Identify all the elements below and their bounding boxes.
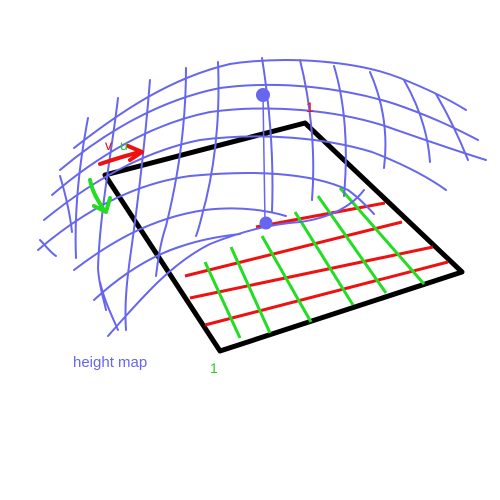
surface-line bbox=[435, 93, 469, 161]
u-arrow bbox=[98, 144, 144, 166]
u-line bbox=[184, 220, 403, 278]
surface-edge bbox=[107, 189, 365, 337]
surface-line bbox=[261, 57, 274, 213]
v-axis-label: u bbox=[120, 137, 128, 153]
v-line bbox=[293, 211, 355, 306]
surface-line bbox=[124, 79, 151, 331]
surface-line bbox=[93, 233, 241, 301]
surface-line bbox=[39, 239, 57, 257]
surface-line bbox=[43, 135, 447, 221]
u-line bbox=[189, 245, 434, 300]
u-line bbox=[204, 260, 449, 327]
u-unit-label: 1 bbox=[306, 99, 314, 115]
surface-line bbox=[59, 175, 73, 233]
surface-line bbox=[195, 61, 220, 237]
v-grid-lines bbox=[203, 187, 426, 339]
surface-line bbox=[59, 83, 479, 171]
surface-line bbox=[74, 117, 89, 259]
height-map-caption: height map bbox=[73, 354, 147, 371]
surface-line bbox=[155, 67, 187, 277]
height-line bbox=[262, 94, 266, 223]
u-line bbox=[255, 201, 386, 229]
domain-point bbox=[259, 216, 273, 230]
surface-line bbox=[299, 59, 315, 201]
u-axis-label: v bbox=[105, 137, 112, 153]
surface-line bbox=[37, 171, 375, 251]
v-unit-label: 1 bbox=[210, 360, 218, 376]
surface-line bbox=[97, 97, 119, 311]
v-line bbox=[338, 187, 426, 285]
v-line bbox=[203, 261, 242, 339]
surface-line bbox=[99, 281, 119, 331]
parameter-square bbox=[102, 120, 465, 354]
v-line bbox=[260, 235, 313, 323]
surface-point bbox=[256, 88, 270, 102]
v-arrow bbox=[88, 178, 112, 214]
u-grid-lines bbox=[184, 201, 449, 327]
surface-line bbox=[333, 65, 347, 197]
surface-line bbox=[369, 71, 387, 169]
height-map-surface bbox=[37, 57, 487, 337]
surface-line bbox=[403, 79, 431, 163]
surface-line bbox=[73, 207, 287, 271]
surface-line bbox=[73, 59, 467, 149]
v-line bbox=[316, 195, 388, 294]
surface-line bbox=[51, 107, 487, 196]
v-line bbox=[229, 246, 272, 334]
